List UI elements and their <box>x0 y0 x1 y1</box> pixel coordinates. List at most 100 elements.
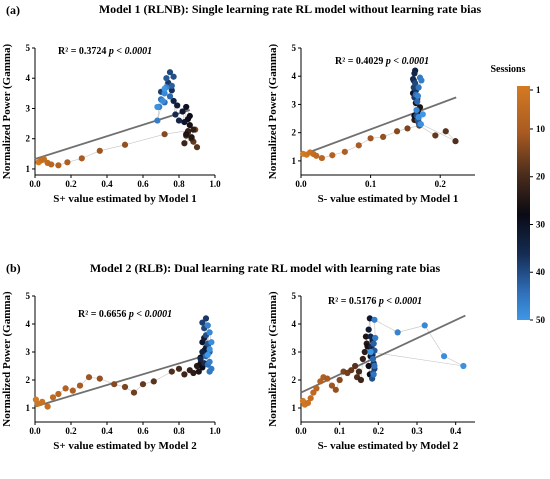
data-point <box>168 87 175 94</box>
data-point <box>186 112 193 120</box>
x-axis-label: S- value estimated by Model 1 <box>318 193 459 205</box>
x-axis-label: S+ value estimated by Model 2 <box>53 440 197 452</box>
data-point <box>404 125 411 132</box>
data-point <box>361 348 368 356</box>
data-point <box>121 383 129 391</box>
data-point <box>365 326 372 333</box>
data-point <box>181 140 188 147</box>
data-point <box>193 144 201 151</box>
data-point <box>172 111 179 118</box>
data-point <box>313 152 320 159</box>
plot-a-left: 0.0 0.2 0.4 0.6 0.8 1.0 1 2 3 4 5 S+ value estimate… <box>1 43 221 205</box>
y-axis-label: Normalized Power (Gamma) <box>267 43 279 179</box>
session-trajectory <box>303 70 456 159</box>
x-tick-label: 0.2 <box>65 179 77 189</box>
regression-line <box>34 353 209 408</box>
stat-annotation: R² = 0.5176 p < 0.0001 <box>328 296 422 307</box>
x-tick-label: 0.4 <box>101 179 113 189</box>
data-point <box>313 385 320 392</box>
data-point <box>174 102 181 109</box>
data-point <box>49 394 57 401</box>
x-tick-label: 0.0 <box>29 179 41 189</box>
data-point <box>367 135 374 142</box>
data-point <box>181 118 188 126</box>
data-point <box>161 131 168 138</box>
x-tick-label: 0.2 <box>435 179 447 189</box>
data-point <box>139 381 147 388</box>
data-point <box>355 368 363 375</box>
data-point <box>170 97 177 105</box>
data-point <box>96 375 103 382</box>
data-point <box>168 368 175 375</box>
plot-b-left: 0.0 0.2 0.4 0.6 0.8 1.0 1 2 3 4 5 S+ value estimate… <box>1 291 221 452</box>
data-point <box>55 162 62 169</box>
data-point <box>418 77 425 84</box>
data-point <box>357 376 365 384</box>
y-tick-label: 5 <box>292 43 297 53</box>
data-point <box>370 371 377 378</box>
data-point <box>55 390 62 398</box>
y-tick-label: 2 <box>26 134 31 144</box>
y-tick-label: 4 <box>26 73 31 83</box>
x-tick-label: 0.0 <box>295 179 307 189</box>
colorbar-tick-label: 20 <box>536 172 546 182</box>
p-value-label: p < 0.0001 <box>378 296 422 307</box>
data-point <box>324 375 331 382</box>
x-axis-label: S- value estimated by Model 2 <box>318 440 459 452</box>
data-point <box>394 329 401 336</box>
data-point <box>96 147 103 154</box>
data-point <box>179 108 186 115</box>
data-point <box>417 121 424 128</box>
y-tick-label: 1 <box>292 156 297 166</box>
data-point <box>39 156 46 163</box>
data-point <box>393 128 401 135</box>
x-tick-label: 0.6 <box>137 426 149 436</box>
data-point <box>199 348 206 356</box>
data-point <box>372 334 379 342</box>
data-point <box>370 340 377 347</box>
regression-line <box>34 109 191 160</box>
data-point <box>62 385 69 392</box>
data-point <box>121 141 129 148</box>
data-point <box>208 365 215 372</box>
colorbar-tick-label: 40 <box>536 267 546 277</box>
y-tick-label: 1 <box>292 403 297 413</box>
session-trajectory <box>302 318 464 406</box>
y-tick-label: 2 <box>292 375 297 385</box>
data-point <box>304 399 312 407</box>
y-axis-label: Normalized Power (Gamma) <box>1 43 13 179</box>
data-point <box>332 386 339 393</box>
data-point <box>352 362 359 370</box>
y-tick-label: 5 <box>26 43 31 53</box>
panel-a-title: Model 1 (RLNB): Single learning rate RL … <box>99 2 482 16</box>
x-tick-label: 0.6 <box>137 179 149 189</box>
data-point <box>341 148 348 155</box>
data-point <box>421 322 428 329</box>
data-point <box>432 132 439 139</box>
data-point <box>186 122 193 129</box>
data-point <box>161 85 168 92</box>
stat-annotation: R² = 0.4029 p < 0.0001 <box>335 56 429 67</box>
data-point <box>208 339 215 346</box>
data-point <box>415 84 422 91</box>
data-point <box>206 329 213 336</box>
colorbar <box>517 86 530 320</box>
data-point <box>181 371 188 378</box>
y-tick-label: 4 <box>292 71 297 81</box>
data-point <box>188 134 195 141</box>
data-point <box>150 378 157 385</box>
data-point <box>175 365 183 372</box>
y-tick-label: 3 <box>292 347 297 357</box>
x-tick-label: 0.1 <box>365 179 377 189</box>
y-tick-label: 1 <box>26 164 31 174</box>
data-point <box>183 103 190 111</box>
colorbar-tick-label: 10 <box>536 124 546 134</box>
x-tick-label: 0.3 <box>411 426 423 436</box>
data-point <box>307 395 314 402</box>
data-point <box>204 322 211 329</box>
p-value-label: p < 0.0001 <box>108 46 152 57</box>
y-axis-label: Normalized Power (Gamma) <box>267 291 279 427</box>
data-point <box>130 389 138 396</box>
data-point <box>371 316 378 323</box>
